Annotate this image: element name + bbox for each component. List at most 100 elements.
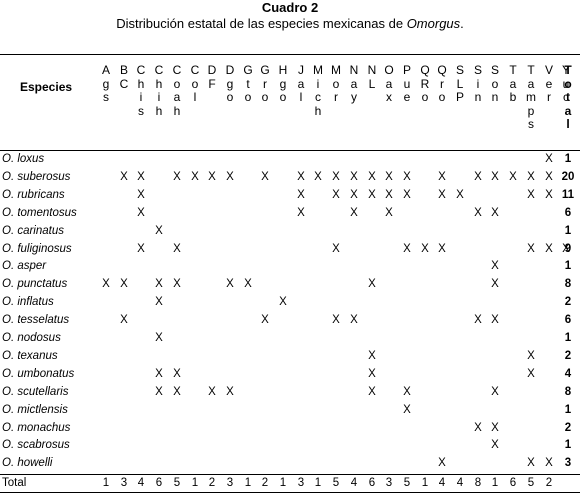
presence-mark: X xyxy=(368,278,376,290)
presence-mark: X xyxy=(562,243,570,255)
species-name: O. punctatus xyxy=(2,278,68,290)
column-header-letter: O xyxy=(384,63,394,77)
column-total: 1 xyxy=(244,477,252,489)
presence-mark: X xyxy=(385,189,393,201)
presence-mark: X xyxy=(173,171,181,183)
column-header-letter: a xyxy=(173,90,181,104)
column-total: 2 xyxy=(208,477,216,489)
column-header-letter: h xyxy=(155,76,163,91)
column-total: 2 xyxy=(545,477,553,489)
column-header-letter: L xyxy=(456,76,464,91)
column-total: 4 xyxy=(137,477,145,489)
total-header-letter: T xyxy=(564,63,572,77)
species-name: O. umbonatus xyxy=(2,368,75,380)
column-total: 1 xyxy=(102,477,110,489)
column-header-letter: h xyxy=(173,103,181,118)
column-header-letter: r xyxy=(334,90,338,104)
column-total: 1 xyxy=(314,477,322,489)
species-name: O. texanus xyxy=(2,350,58,362)
column-total: 3 xyxy=(385,477,393,489)
species-name: O. rubricans xyxy=(2,189,65,201)
column-header-letter: o xyxy=(226,90,234,104)
species-total: 2 xyxy=(564,422,572,434)
presence-mark: X xyxy=(438,457,446,469)
presence-mark: X xyxy=(403,386,411,398)
presence-mark: X xyxy=(545,243,553,255)
presence-mark: X xyxy=(155,225,163,237)
species-name: O. monachus xyxy=(2,422,71,434)
column-header-letter: t xyxy=(246,76,250,91)
column-header-letter: P xyxy=(402,63,411,77)
presence-mark: X xyxy=(438,171,446,183)
subtitle-prefix: Distribución estatal de las especies mex… xyxy=(116,16,407,31)
column-header-letter: F xyxy=(208,76,216,91)
column-header-letter: C xyxy=(190,63,200,77)
presence-mark: X xyxy=(403,404,411,416)
presence-mark: X xyxy=(137,189,145,201)
column-header-letter: r xyxy=(547,90,551,104)
presence-mark: X xyxy=(474,314,482,326)
column-header-letter: M xyxy=(331,63,341,77)
column-header-letter: b xyxy=(509,90,517,104)
species-name: O. carinatus xyxy=(2,225,64,237)
presence-mark: X xyxy=(385,207,393,219)
presence-mark: X xyxy=(438,243,446,255)
species-name: O. tesselatus xyxy=(2,314,70,326)
presence-mark: X xyxy=(491,439,499,451)
presence-mark: X xyxy=(491,171,499,183)
presence-mark: X xyxy=(173,278,181,290)
column-header-letter: C xyxy=(136,63,146,77)
presence-mark: X xyxy=(403,243,411,255)
species-total: 11 xyxy=(561,189,575,201)
column-header-letter: a xyxy=(297,76,305,91)
presence-mark: X xyxy=(314,171,322,183)
column-total: 8 xyxy=(474,477,482,489)
column-header-letter: a xyxy=(350,76,358,91)
presence-mark: X xyxy=(368,189,376,201)
column-total: 3 xyxy=(297,477,305,489)
column-header-letter: N xyxy=(349,63,359,77)
column-header-letter: g xyxy=(279,76,287,91)
column-total: 2 xyxy=(261,477,269,489)
presence-mark: X xyxy=(368,171,376,183)
column-header-letter: o xyxy=(261,90,269,104)
table-subtitle: Distribución estatal de las especies mex… xyxy=(0,16,580,31)
column-header-letter: o xyxy=(279,90,287,104)
column-header-letter: P xyxy=(455,90,464,104)
presence-mark: X xyxy=(527,243,535,255)
column-total: 5 xyxy=(403,477,411,489)
column-header-letter: i xyxy=(139,90,143,104)
column-header-letter: l xyxy=(299,90,303,104)
species-name: O. tomentosus xyxy=(2,207,77,219)
species-total: 3 xyxy=(564,457,572,469)
presence-mark: X xyxy=(155,368,163,380)
column-header-letter: e xyxy=(403,90,411,104)
presence-mark: X xyxy=(332,171,340,183)
presence-mark: X xyxy=(226,171,234,183)
column-header-letter: n xyxy=(491,90,499,104)
presence-mark: X xyxy=(208,171,216,183)
presence-mark: X xyxy=(244,278,252,290)
total-header-letter: o xyxy=(564,76,572,91)
column-header-letter: Q xyxy=(437,63,447,77)
total-header-letter: t xyxy=(566,90,570,104)
column-total: 4 xyxy=(456,477,464,489)
presence-mark: X xyxy=(173,368,181,380)
column-header-letter: C xyxy=(119,76,129,91)
presence-mark: X xyxy=(385,171,393,183)
presence-mark: X xyxy=(208,386,216,398)
column-header-letter: c xyxy=(563,90,569,104)
presence-mark: X xyxy=(474,422,482,434)
presence-mark: X xyxy=(332,243,340,255)
presence-mark: X xyxy=(474,171,482,183)
column-header-letter: h xyxy=(155,103,163,118)
column-header-letter: u xyxy=(403,76,411,91)
presence-mark: X xyxy=(509,171,517,183)
column-header-letter: N xyxy=(367,63,377,77)
species-total: 8 xyxy=(564,386,572,398)
presence-mark: X xyxy=(332,314,340,326)
